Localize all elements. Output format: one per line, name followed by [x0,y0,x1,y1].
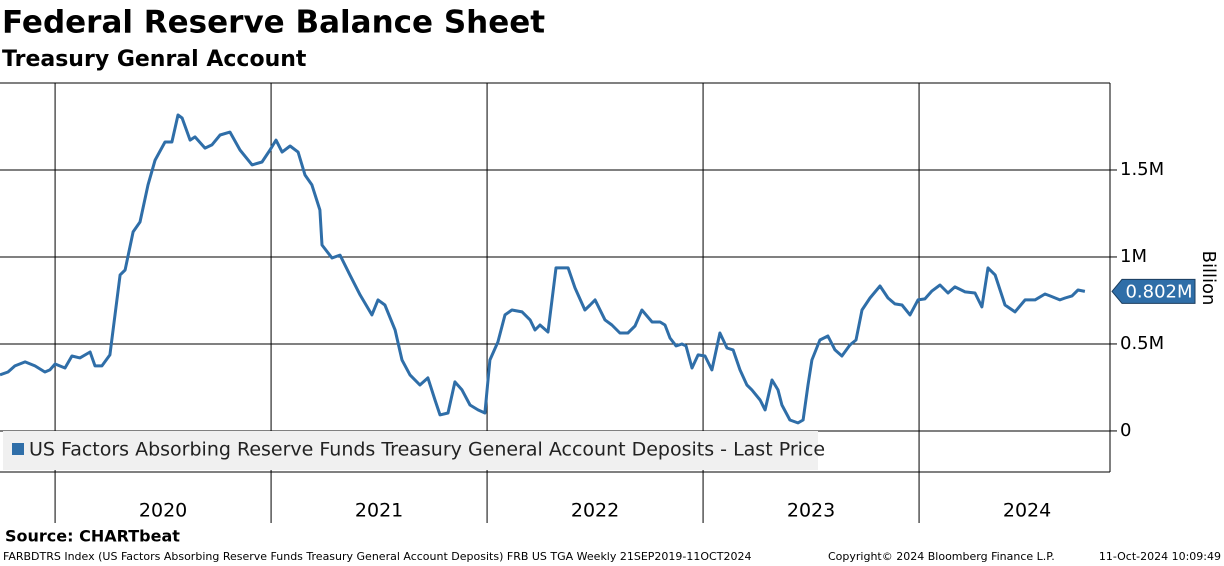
y-tick-label: 0 [1120,420,1131,441]
legend-label: US Factors Absorbing Reserve Funds Treas… [29,439,825,461]
chart-subtitle: Treasury Genral Account [2,47,307,72]
footer-copyright: Copyright© 2024 Bloomberg Finance L.P. [828,550,1055,563]
source: Source: CHARTbeat [5,527,180,546]
y-tick-label: 1.5M [1120,159,1164,180]
footer-description: FARBDTRS Index (US Factors Absorbing Res… [3,550,751,563]
x-tick-label: 2022 [571,500,619,522]
data-line [0,113,1086,425]
legend-background [3,431,818,470]
x-tick-label: 2023 [787,500,835,522]
y-tick-label: 0.5M [1120,333,1164,354]
footer-timestamp: 11-Oct-2024 10:09:49 [1099,550,1221,563]
x-tick-label: 2024 [1003,500,1051,522]
legend-swatch [12,443,24,455]
x-tick-label: 2021 [355,500,403,522]
last-price-label: 0.802M [1125,281,1192,302]
x-tick-label: 2020 [139,500,187,522]
last-price-tag [1111,278,1196,304]
legend: US Factors Absorbing Reserve Funds Treas… [3,431,825,470]
y-tick-label: 1M [1120,246,1147,267]
chart-title: Federal Reserve Balance Sheet [2,5,545,41]
y-axis-label: Billion [1198,251,1219,306]
